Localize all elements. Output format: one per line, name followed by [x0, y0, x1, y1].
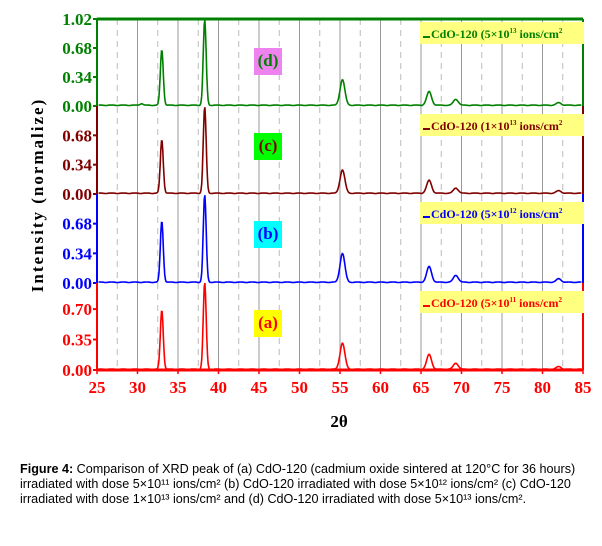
panel-label-bg: [254, 133, 282, 160]
y-axis-label: Intensity (normalize): [28, 98, 47, 293]
x-tick-label: 55: [332, 378, 349, 397]
x-tick-label: 60: [372, 378, 389, 397]
legend-bg: [420, 22, 584, 44]
caption-text: Comparison of XRD peak of (a) CdO-120 (c…: [20, 462, 576, 506]
y-tick-label: 0.68: [62, 215, 92, 234]
panel-label: (b): [258, 224, 279, 243]
x-tick-label: 85: [575, 378, 592, 397]
y-tick-label: 0.68: [62, 126, 92, 145]
legend-label: CdO-120 (5×1011 ions/cm2: [431, 296, 562, 310]
legend-text-part: CdO-120 (1×10: [431, 119, 510, 133]
x-tick-label: 40: [210, 378, 227, 397]
y-tick-label: 0.34: [62, 244, 92, 263]
legend-text-part: 13: [510, 27, 518, 35]
legend-text-part: 2: [559, 119, 563, 127]
x-tick-label: 35: [170, 378, 187, 397]
legend-text-part: 2: [559, 207, 563, 215]
panel-label-bg: [254, 310, 282, 337]
y-tick-label: 0.68: [62, 39, 92, 58]
legend-bg: [420, 114, 584, 136]
legend-text-part: 2: [559, 27, 563, 35]
x-tick-label: 45: [251, 378, 268, 397]
xrd-chart: 0.000.340.681.02(d)CdO-120 (5×1013 ions/…: [28, 10, 592, 431]
x-tick-label: 30: [129, 378, 146, 397]
x-axis-label: 2θ: [330, 412, 348, 431]
x-tick-label: 75: [494, 378, 511, 397]
legend-text-part: CdO-120 (5×10: [431, 27, 510, 41]
panel-label: (a): [258, 313, 278, 332]
legend-label: CdO-120 (1×1013 ions/cm2: [431, 119, 563, 133]
series-line-d: [98, 20, 582, 107]
legend-text-part: 12: [510, 207, 518, 215]
panel-label: (c): [259, 136, 278, 155]
panel-label-bg: [254, 221, 282, 248]
series-line-c: [98, 107, 582, 195]
legend-label: CdO-120 (5×1012 ions/cm2: [431, 207, 563, 221]
legend-text-part: 13: [510, 119, 518, 127]
legend-text-part: ions/cm: [517, 27, 559, 41]
legend-label: CdO-120 (5×1013 ions/cm2: [431, 27, 563, 41]
y-tick-label: 0.00: [62, 274, 92, 293]
legend-text-part: CdO-120 (5×10: [431, 296, 510, 310]
y-tick-label: 0.00: [62, 361, 92, 380]
legend-text-part: 11: [510, 296, 517, 304]
figure-label: Figure 4:: [20, 462, 74, 476]
x-tick-label: 70: [453, 378, 470, 397]
legend-text-part: ions/cm: [516, 296, 558, 310]
x-tick-label: 50: [291, 378, 308, 397]
legend-text-part: ions/cm: [517, 207, 559, 221]
legend-text-part: CdO-120 (5×10: [431, 207, 510, 221]
x-tick-label: 65: [413, 378, 430, 397]
y-tick-label: 0.00: [62, 185, 92, 204]
legend-text-part: ions/cm: [517, 119, 559, 133]
y-tick-label: 0.00: [62, 97, 92, 116]
y-tick-label: 0.34: [62, 68, 92, 87]
y-tick-label: 0.34: [62, 156, 92, 175]
legend-bg: [420, 291, 584, 313]
y-tick-label: 1.02: [62, 10, 92, 29]
legend-text-part: 2: [558, 296, 562, 304]
series-line-b: [98, 195, 582, 284]
x-tick-label: 25: [89, 378, 106, 397]
panel-label: (d): [258, 51, 279, 70]
x-tick-label: 80: [534, 378, 551, 397]
y-tick-label: 0.70: [62, 300, 92, 319]
y-tick-label: 0.35: [62, 331, 92, 350]
legend-bg: [420, 202, 584, 224]
figure-caption: Figure 4: Comparison of XRD peak of (a) …: [20, 462, 585, 507]
panel-label-bg: [254, 48, 282, 75]
